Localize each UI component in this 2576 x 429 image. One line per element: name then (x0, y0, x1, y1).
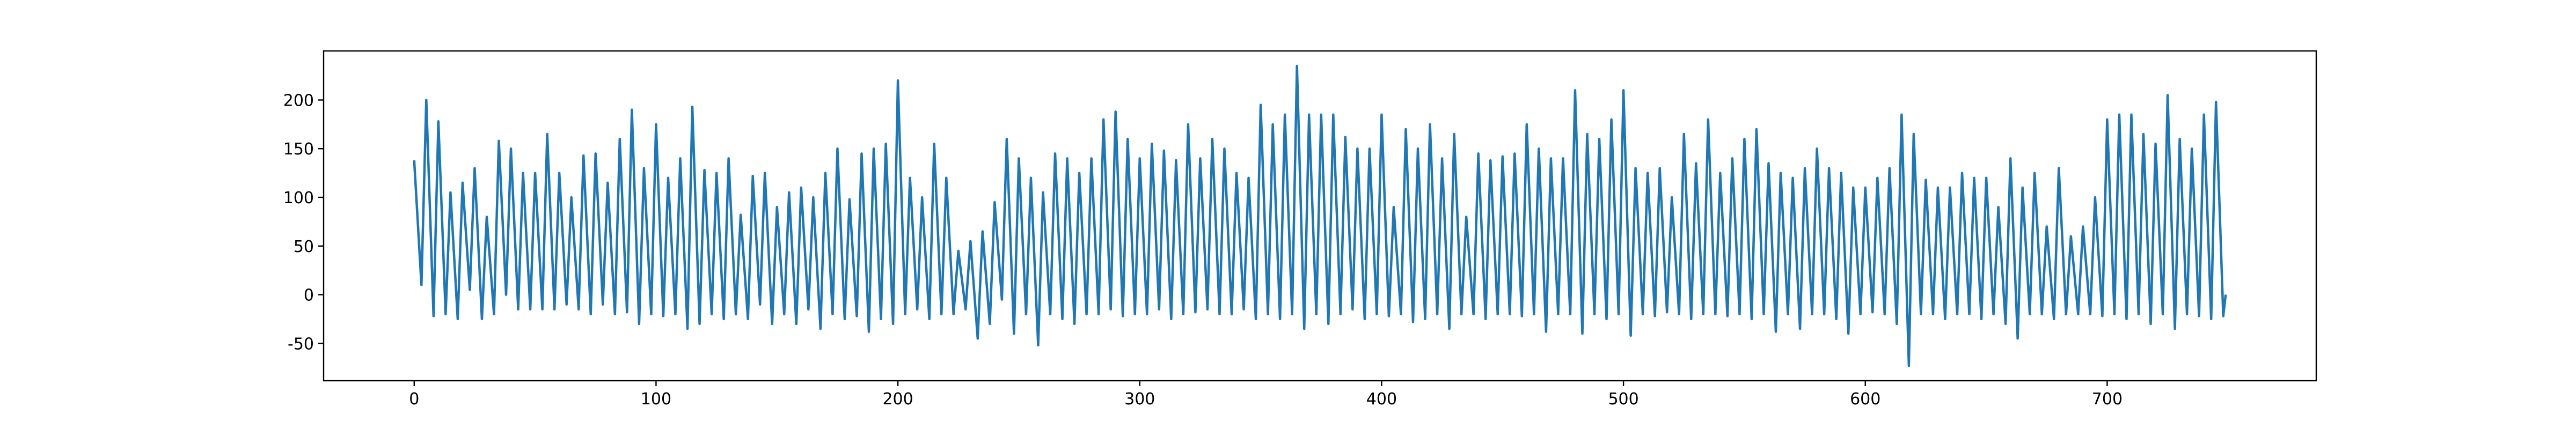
y-tick-label: 100 (283, 189, 314, 208)
x-tick-label: 600 (1850, 390, 1880, 409)
x-tick-label: 400 (1366, 390, 1397, 409)
data-line (413, 64, 2227, 367)
y-tick-label: 200 (283, 91, 314, 110)
x-tick-label: 500 (1608, 390, 1638, 409)
x-tick-label: 100 (641, 390, 671, 409)
y-tick-label: 50 (294, 238, 314, 256)
y-tick-label: 150 (283, 140, 314, 159)
x-tick-label: 300 (1124, 390, 1155, 409)
y-tick-label: -50 (288, 335, 314, 353)
x-tick-label: 200 (882, 390, 913, 409)
y-tick-label: 0 (304, 286, 314, 305)
x-tick-label: 700 (2092, 390, 2123, 409)
plot-frame (323, 50, 2317, 382)
x-tick-label: 0 (409, 390, 419, 409)
